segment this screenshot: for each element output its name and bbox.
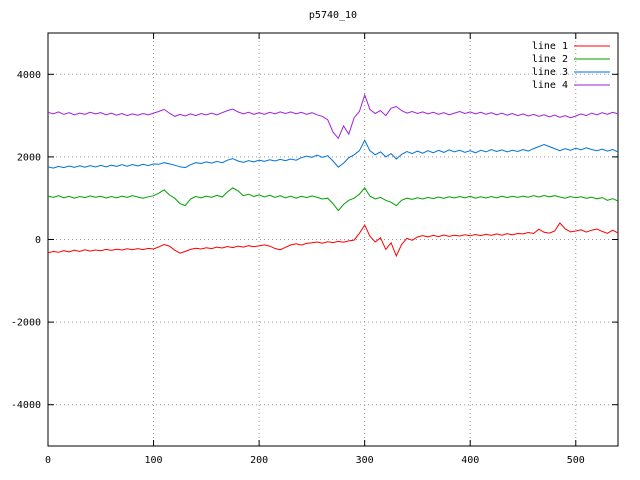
series-line-4 xyxy=(47,93,619,140)
legend-label: line 4 xyxy=(532,80,568,91)
x-tick-label: 200 xyxy=(250,455,268,466)
legend-label: line 2 xyxy=(532,54,568,65)
x-tick-label: 500 xyxy=(567,455,585,466)
legend-label: line 1 xyxy=(532,41,568,52)
y-tick-label: 4000 xyxy=(17,70,41,81)
x-tick-label: 100 xyxy=(145,455,163,466)
y-tick-label: 2000 xyxy=(17,152,41,163)
y-tick-label: -2000 xyxy=(11,318,41,329)
x-tick-label: 0 xyxy=(45,455,51,466)
y-tick-label: 0 xyxy=(35,235,41,246)
series-line-3 xyxy=(47,139,619,169)
series-line-1 xyxy=(47,222,619,258)
y-tick-label: -4000 xyxy=(11,400,41,411)
legend-label: line 3 xyxy=(532,67,568,78)
chart-title: p5740_10 xyxy=(308,10,358,21)
x-tick-label: 300 xyxy=(356,455,374,466)
x-tick-label: 400 xyxy=(461,455,479,466)
series-line-2 xyxy=(47,187,619,212)
